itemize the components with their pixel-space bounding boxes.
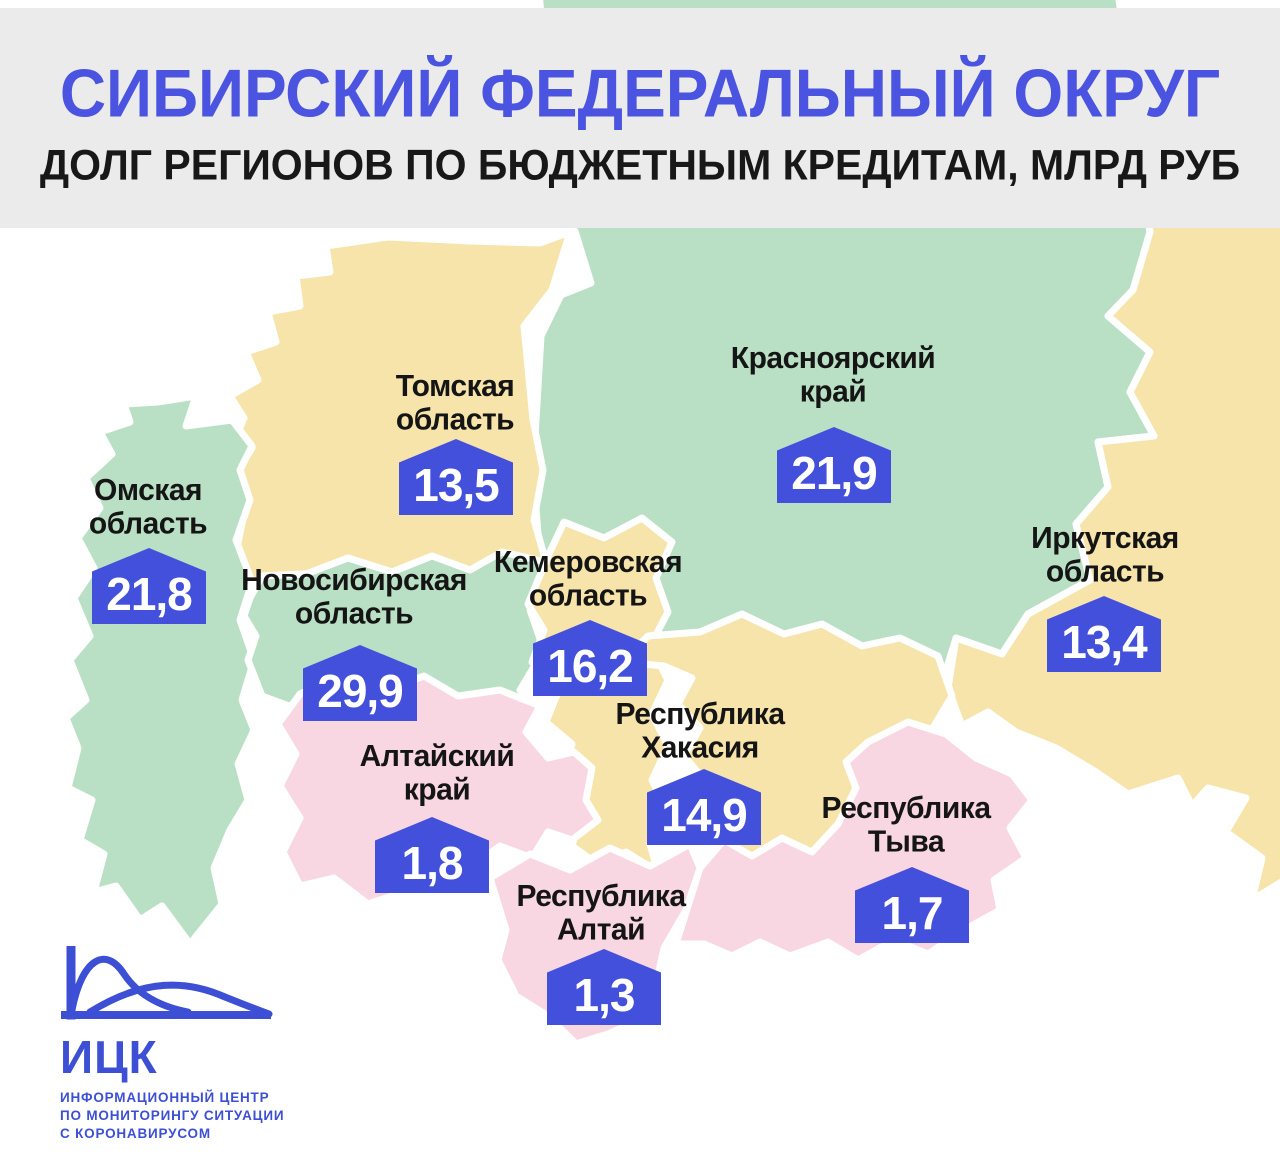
region-label-tomsk: Томская область — [395, 369, 515, 437]
region-label-krasnoyarsk: Красноярский край — [730, 341, 936, 409]
icc-logo-caption-line1: ИНФОРМАЦИОННЫЙ ЦЕНТР — [60, 1090, 270, 1105]
header-banner: СИБИРСКИЙ ФЕДЕРАЛЬНЫЙ ОКРУГ ДОЛГ РЕГИОНО… — [0, 8, 1280, 228]
icc-logo-curves-icon — [61, 944, 273, 1020]
page-subtitle: ДОЛГ РЕГИОНОВ ПО БЮДЖЕТНЫМ КРЕДИТАМ, МЛР… — [39, 141, 1241, 189]
icc-logo: ИЦК ИНФОРМАЦИОННЫЙ ЦЕНТР ПО МОНИТОРИНГУ … — [60, 944, 284, 1143]
region-shape-irkutsk — [944, 201, 1280, 904]
region-shape-altai-krai — [274, 672, 602, 908]
page-title: СИБИРСКИЙ ФЕДЕРАЛЬНЫЙ ОКРУГ — [59, 54, 1221, 132]
region-label-omsk: Омская область — [88, 473, 208, 541]
region-shape-omsk — [62, 392, 258, 948]
value-badge-altai-rep: 1,3 — [547, 949, 661, 1025]
region-label-novosibirsk: Новосибирская область — [241, 563, 467, 631]
value-badge-tyva: 1,7 — [855, 867, 969, 943]
region-label-altai-krai: Алтайский край — [359, 739, 515, 807]
icc-logo-caption-line3: С КОРОНАВИРУСОМ — [60, 1126, 211, 1141]
region-label-altai-rep: Республика Алтай — [516, 879, 686, 947]
region-label-kemerovo: Кемеровская область — [493, 545, 683, 613]
icc-logo-caption-line2: ПО МОНИТОРИНГУ СИТУАЦИИ — [60, 1108, 285, 1123]
value-badge-altai-krai: 1,8 — [375, 817, 489, 893]
icc-logo-abbr: ИЦК — [60, 1031, 158, 1083]
region-label-tyva: Республика Тыва — [821, 791, 991, 859]
region-label-khakassia: Республика Хакасия — [615, 697, 785, 765]
icc-logo-caption: ИНФОРМАЦИОННЫЙ ЦЕНТР ПО МОНИТОРИНГУ СИТУ… — [60, 1089, 284, 1143]
region-label-irkutsk: Иркутская область — [1031, 521, 1179, 589]
